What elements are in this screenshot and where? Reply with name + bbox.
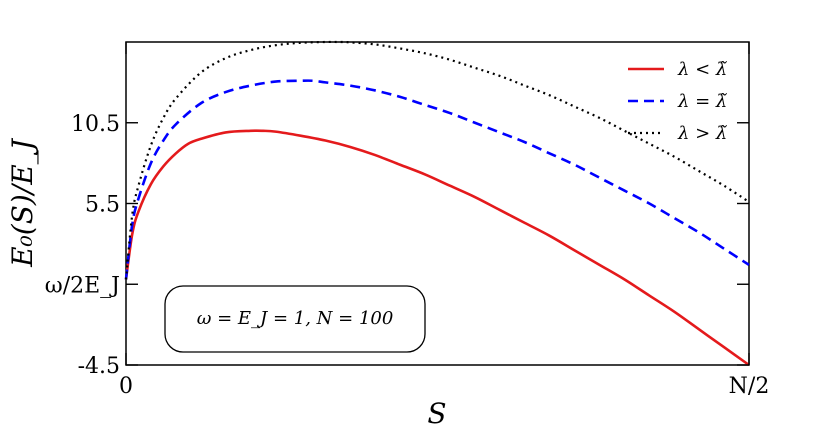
- legend-label-3: λ > λ̃: [677, 123, 727, 144]
- series-line-1: [124, 129, 750, 367]
- series-line-3: [124, 40, 750, 280]
- tick-labels: 10.5 5.5 ω/2E_J -4.50 N/2: [45, 112, 770, 399]
- x-tick-label-1: 0: [119, 374, 133, 399]
- x-axis-label: S: [427, 397, 446, 430]
- annotation-text: ω = E_J = 1, N = 100: [197, 308, 394, 329]
- legend-label-2: λ = λ̃: [677, 91, 727, 112]
- series-line-2: [124, 79, 750, 280]
- annotation-frame: [164, 285, 426, 353]
- y-tick-label-4: -4.5: [78, 354, 120, 379]
- axis-ticks: [125, 42, 750, 366]
- y-tick-label-2: 5.5: [85, 193, 120, 218]
- y-tick-label-3: ω/2E_J: [45, 273, 120, 298]
- legend: λ < λ̃ λ = λ̃ λ > λ̃: [628, 59, 727, 144]
- legend-label-1: λ < λ̃: [677, 59, 727, 80]
- x-tick-label-2: N/2: [729, 374, 770, 399]
- y-axis-label: E₀(S)/E_J: [6, 137, 39, 268]
- series-lines: [124, 40, 750, 367]
- annotation-box: ω = E_J = 1, N = 100: [164, 285, 426, 353]
- y-tick-label-1: 10.5: [71, 112, 120, 137]
